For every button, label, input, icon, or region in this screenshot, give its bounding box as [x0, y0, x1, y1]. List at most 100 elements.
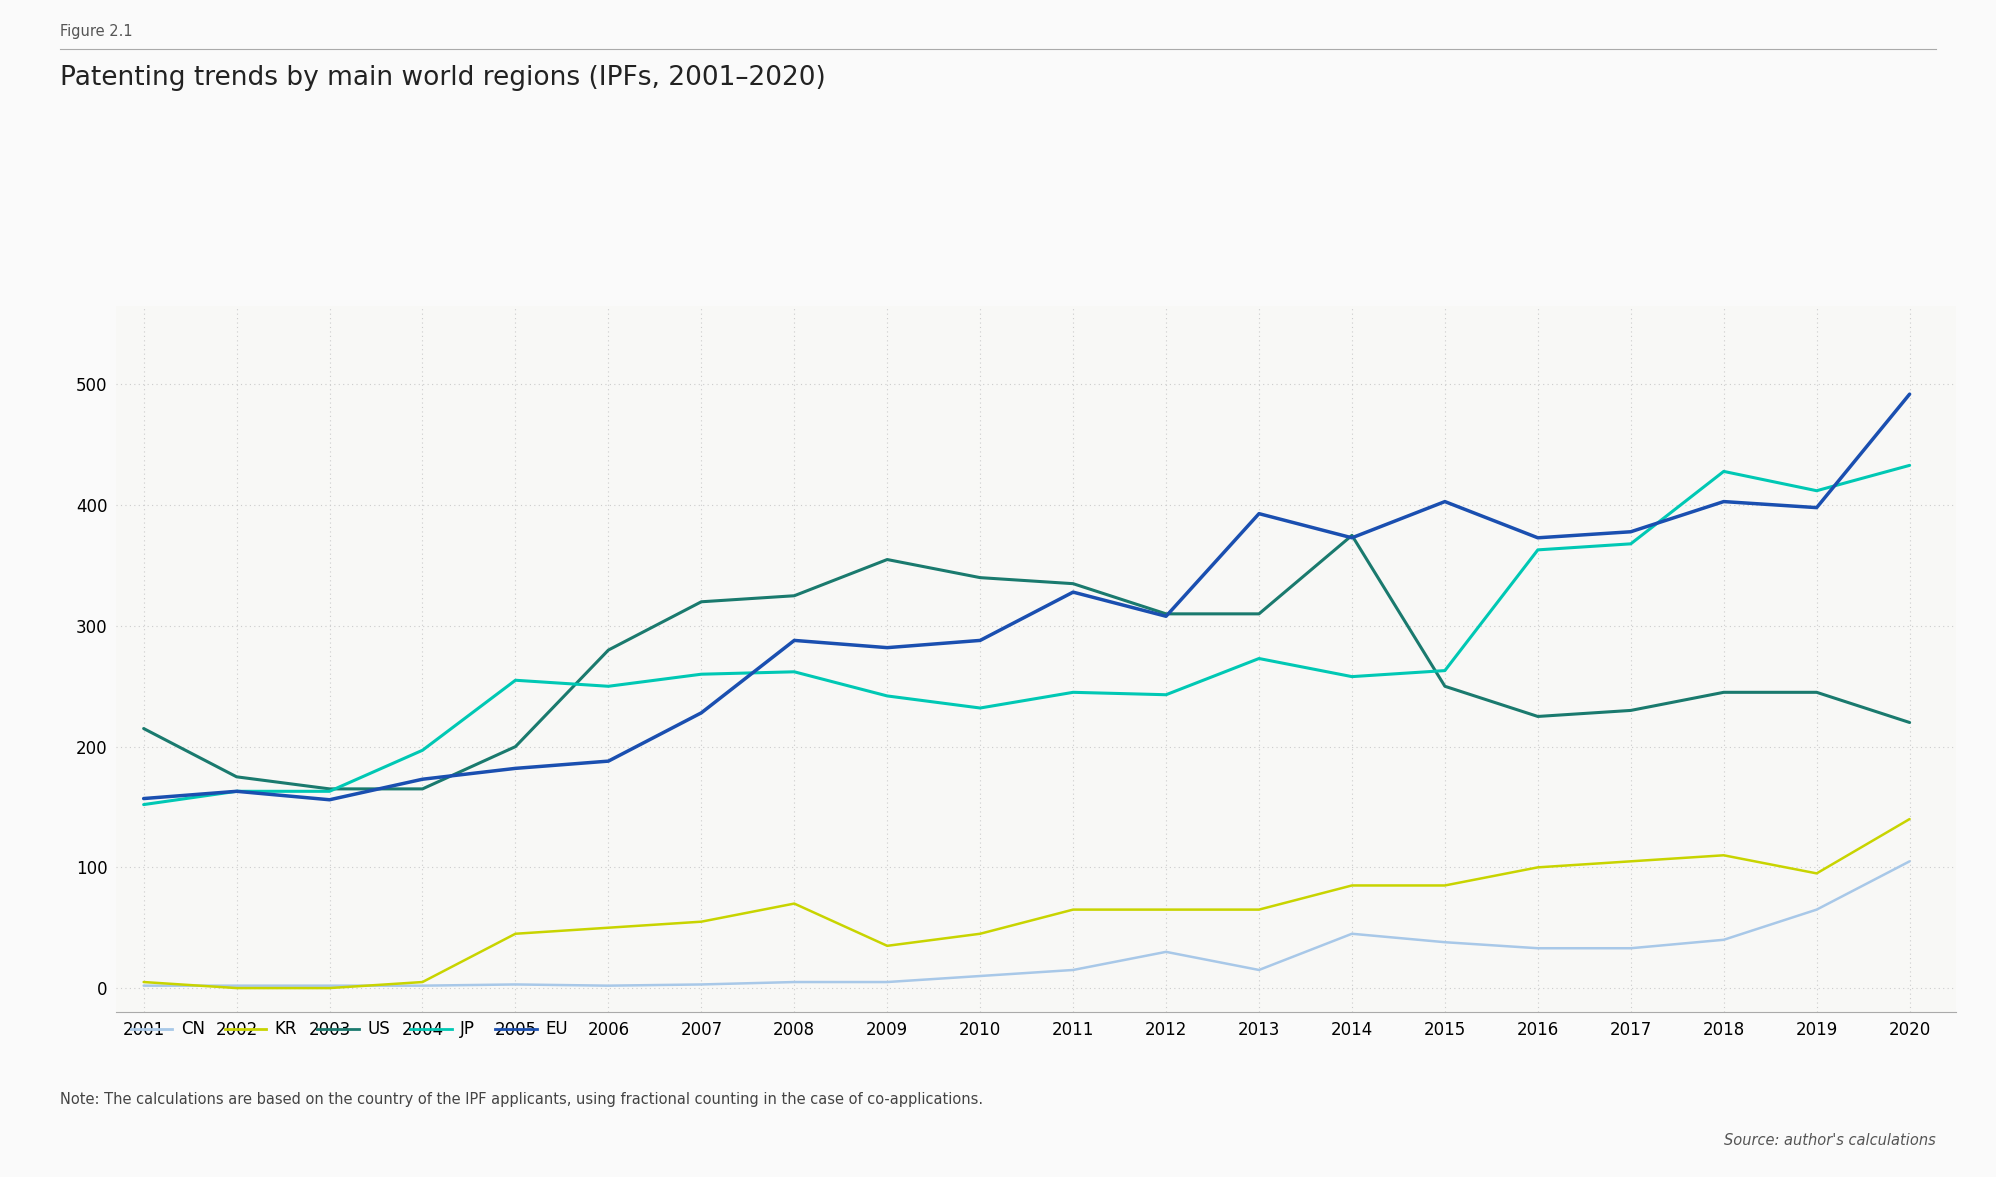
CN: [1154, 945, 1178, 959]
JP: [317, 784, 341, 798]
KR: [411, 975, 435, 989]
US: [597, 643, 621, 657]
US: [874, 552, 898, 566]
CN: [1619, 942, 1643, 956]
US: [1339, 528, 1363, 543]
US: [1713, 685, 1737, 699]
KR: [503, 926, 527, 940]
EU: [968, 633, 992, 647]
US: [968, 571, 992, 585]
KR: [1062, 903, 1086, 917]
US: [1898, 716, 1922, 730]
KR: [597, 920, 621, 935]
CN: [1804, 903, 1828, 917]
EU: [1898, 387, 1922, 401]
EU: [597, 754, 621, 769]
EU: [1619, 525, 1643, 539]
CN: [226, 978, 250, 992]
JP: [874, 689, 898, 703]
EU: [1154, 610, 1178, 624]
EU: [1433, 494, 1457, 508]
EU: [226, 784, 250, 798]
Line: JP: JP: [144, 465, 1910, 805]
EU: [689, 706, 713, 720]
KR: [968, 926, 992, 940]
CN: [689, 977, 713, 991]
EU: [1804, 500, 1828, 514]
JP: [1713, 465, 1737, 479]
JP: [1062, 685, 1086, 699]
JP: [226, 784, 250, 798]
JP: [411, 743, 435, 757]
JP: [1339, 670, 1363, 684]
CN: [968, 969, 992, 983]
Text: Figure 2.1: Figure 2.1: [60, 24, 132, 39]
CN: [317, 978, 341, 992]
EU: [1062, 585, 1086, 599]
KR: [317, 980, 341, 995]
US: [1154, 607, 1178, 621]
CN: [1525, 942, 1549, 956]
CN: [782, 975, 806, 989]
Line: KR: KR: [144, 819, 1910, 988]
JP: [1525, 543, 1549, 557]
JP: [1898, 458, 1922, 472]
Legend: CN, KR, US, JP, EU: CN, KR, US, JP, EU: [124, 1013, 575, 1045]
CN: [1713, 932, 1737, 946]
EU: [1248, 506, 1271, 520]
US: [503, 739, 527, 753]
KR: [226, 980, 250, 995]
US: [1619, 704, 1643, 718]
CN: [132, 978, 156, 992]
KR: [1525, 860, 1549, 875]
CN: [411, 978, 435, 992]
JP: [503, 673, 527, 687]
US: [1062, 577, 1086, 591]
EU: [132, 791, 156, 805]
JP: [597, 679, 621, 693]
EU: [1525, 531, 1549, 545]
KR: [1619, 855, 1643, 869]
CN: [1248, 963, 1271, 977]
EU: [874, 640, 898, 654]
EU: [1339, 531, 1363, 545]
JP: [689, 667, 713, 681]
CN: [1433, 936, 1457, 950]
Line: EU: EU: [144, 394, 1910, 799]
CN: [1339, 926, 1363, 940]
Text: Source: author's calculations: Source: author's calculations: [1725, 1132, 1936, 1148]
KR: [874, 939, 898, 953]
EU: [782, 633, 806, 647]
JP: [1433, 664, 1457, 678]
EU: [1713, 494, 1737, 508]
JP: [1619, 537, 1643, 551]
KR: [782, 897, 806, 911]
EU: [317, 792, 341, 806]
Text: Patenting trends by main world regions (IPFs, 2001–2020): Patenting trends by main world regions (…: [60, 65, 826, 91]
US: [1804, 685, 1828, 699]
US: [132, 722, 156, 736]
KR: [689, 915, 713, 929]
JP: [1154, 687, 1178, 701]
US: [782, 588, 806, 603]
KR: [1339, 878, 1363, 892]
JP: [1248, 651, 1271, 665]
KR: [1154, 903, 1178, 917]
Text: Note: The calculations are based on the country of the IPF applicants, using fra: Note: The calculations are based on the …: [60, 1092, 982, 1108]
Line: CN: CN: [144, 862, 1910, 985]
CN: [1062, 963, 1086, 977]
JP: [132, 798, 156, 812]
JP: [968, 701, 992, 716]
US: [1433, 679, 1457, 693]
Line: US: US: [144, 536, 1910, 789]
KR: [1248, 903, 1271, 917]
CN: [874, 975, 898, 989]
US: [1248, 607, 1271, 621]
KR: [1898, 812, 1922, 826]
US: [317, 782, 341, 796]
EU: [411, 772, 435, 786]
KR: [1804, 866, 1828, 880]
US: [226, 770, 250, 784]
KR: [1433, 878, 1457, 892]
JP: [782, 665, 806, 679]
